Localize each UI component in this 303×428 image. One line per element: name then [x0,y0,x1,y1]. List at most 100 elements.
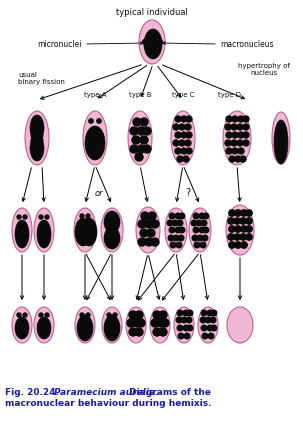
Circle shape [211,310,217,316]
Ellipse shape [227,307,253,343]
Circle shape [235,156,241,162]
Text: macronuclear behaviour during hemixis.: macronuclear behaviour during hemixis. [5,399,211,408]
Ellipse shape [174,307,194,343]
Circle shape [173,140,179,146]
Circle shape [237,140,243,146]
Circle shape [201,325,207,331]
Circle shape [241,210,247,216]
Circle shape [207,310,213,316]
Circle shape [185,124,191,130]
Ellipse shape [37,220,51,248]
Circle shape [232,116,238,122]
Text: macronucleus: macronucleus [220,39,274,48]
Circle shape [243,140,249,146]
Circle shape [181,116,187,122]
Text: Diagrams of the: Diagrams of the [126,388,211,397]
Circle shape [203,227,209,233]
Circle shape [169,213,175,219]
Circle shape [183,325,189,331]
Circle shape [183,156,189,162]
Circle shape [23,215,27,219]
Ellipse shape [274,120,288,164]
Ellipse shape [198,307,218,343]
Circle shape [31,138,35,142]
Circle shape [226,148,232,154]
Ellipse shape [104,315,120,341]
Circle shape [179,124,185,130]
Circle shape [229,156,235,162]
Circle shape [175,132,181,138]
Circle shape [107,214,111,218]
Circle shape [226,116,232,122]
Circle shape [140,136,148,144]
Circle shape [135,328,143,336]
Text: usual
binary fission: usual binary fission [18,72,65,85]
Circle shape [141,212,149,220]
Circle shape [145,220,153,228]
Ellipse shape [223,111,251,165]
Circle shape [17,313,21,317]
Circle shape [200,317,206,323]
Circle shape [129,311,137,319]
Circle shape [231,140,237,146]
Circle shape [231,124,237,130]
Circle shape [138,220,146,228]
Ellipse shape [74,208,96,252]
Ellipse shape [165,208,187,252]
Circle shape [225,124,231,130]
Text: type C: type C [172,92,194,98]
Circle shape [181,148,187,154]
Ellipse shape [104,227,120,249]
Circle shape [179,140,185,146]
Circle shape [142,39,148,45]
Circle shape [178,235,184,241]
Circle shape [234,218,240,224]
Circle shape [181,132,187,138]
Circle shape [238,148,244,154]
Text: ?: ? [185,188,191,198]
Circle shape [175,227,181,233]
Circle shape [177,156,183,162]
Circle shape [153,311,161,319]
Ellipse shape [75,218,91,246]
Circle shape [39,313,43,317]
Ellipse shape [83,111,107,165]
Circle shape [80,313,84,317]
Circle shape [169,227,175,233]
Circle shape [80,214,84,218]
Circle shape [201,310,207,316]
Circle shape [199,213,205,219]
Ellipse shape [144,29,162,59]
Circle shape [135,153,143,161]
Ellipse shape [101,208,123,252]
Circle shape [208,333,214,339]
Circle shape [170,242,176,248]
Circle shape [235,226,241,232]
Ellipse shape [81,218,97,246]
Circle shape [31,134,35,138]
Ellipse shape [126,307,146,343]
Circle shape [97,119,101,123]
Circle shape [175,148,181,154]
Circle shape [240,218,246,224]
Circle shape [133,118,141,126]
Circle shape [232,132,238,138]
Circle shape [232,148,238,154]
Circle shape [173,235,179,241]
Circle shape [243,116,249,122]
Circle shape [89,119,93,123]
Circle shape [193,213,199,219]
Circle shape [178,333,184,339]
Circle shape [246,234,252,240]
Circle shape [186,132,192,138]
Ellipse shape [77,315,93,341]
Circle shape [175,213,181,219]
Circle shape [137,319,145,327]
Circle shape [202,235,208,241]
Ellipse shape [171,111,195,165]
Circle shape [179,227,185,233]
Circle shape [205,317,211,323]
Circle shape [137,127,145,135]
Circle shape [240,156,246,162]
Circle shape [185,140,191,146]
